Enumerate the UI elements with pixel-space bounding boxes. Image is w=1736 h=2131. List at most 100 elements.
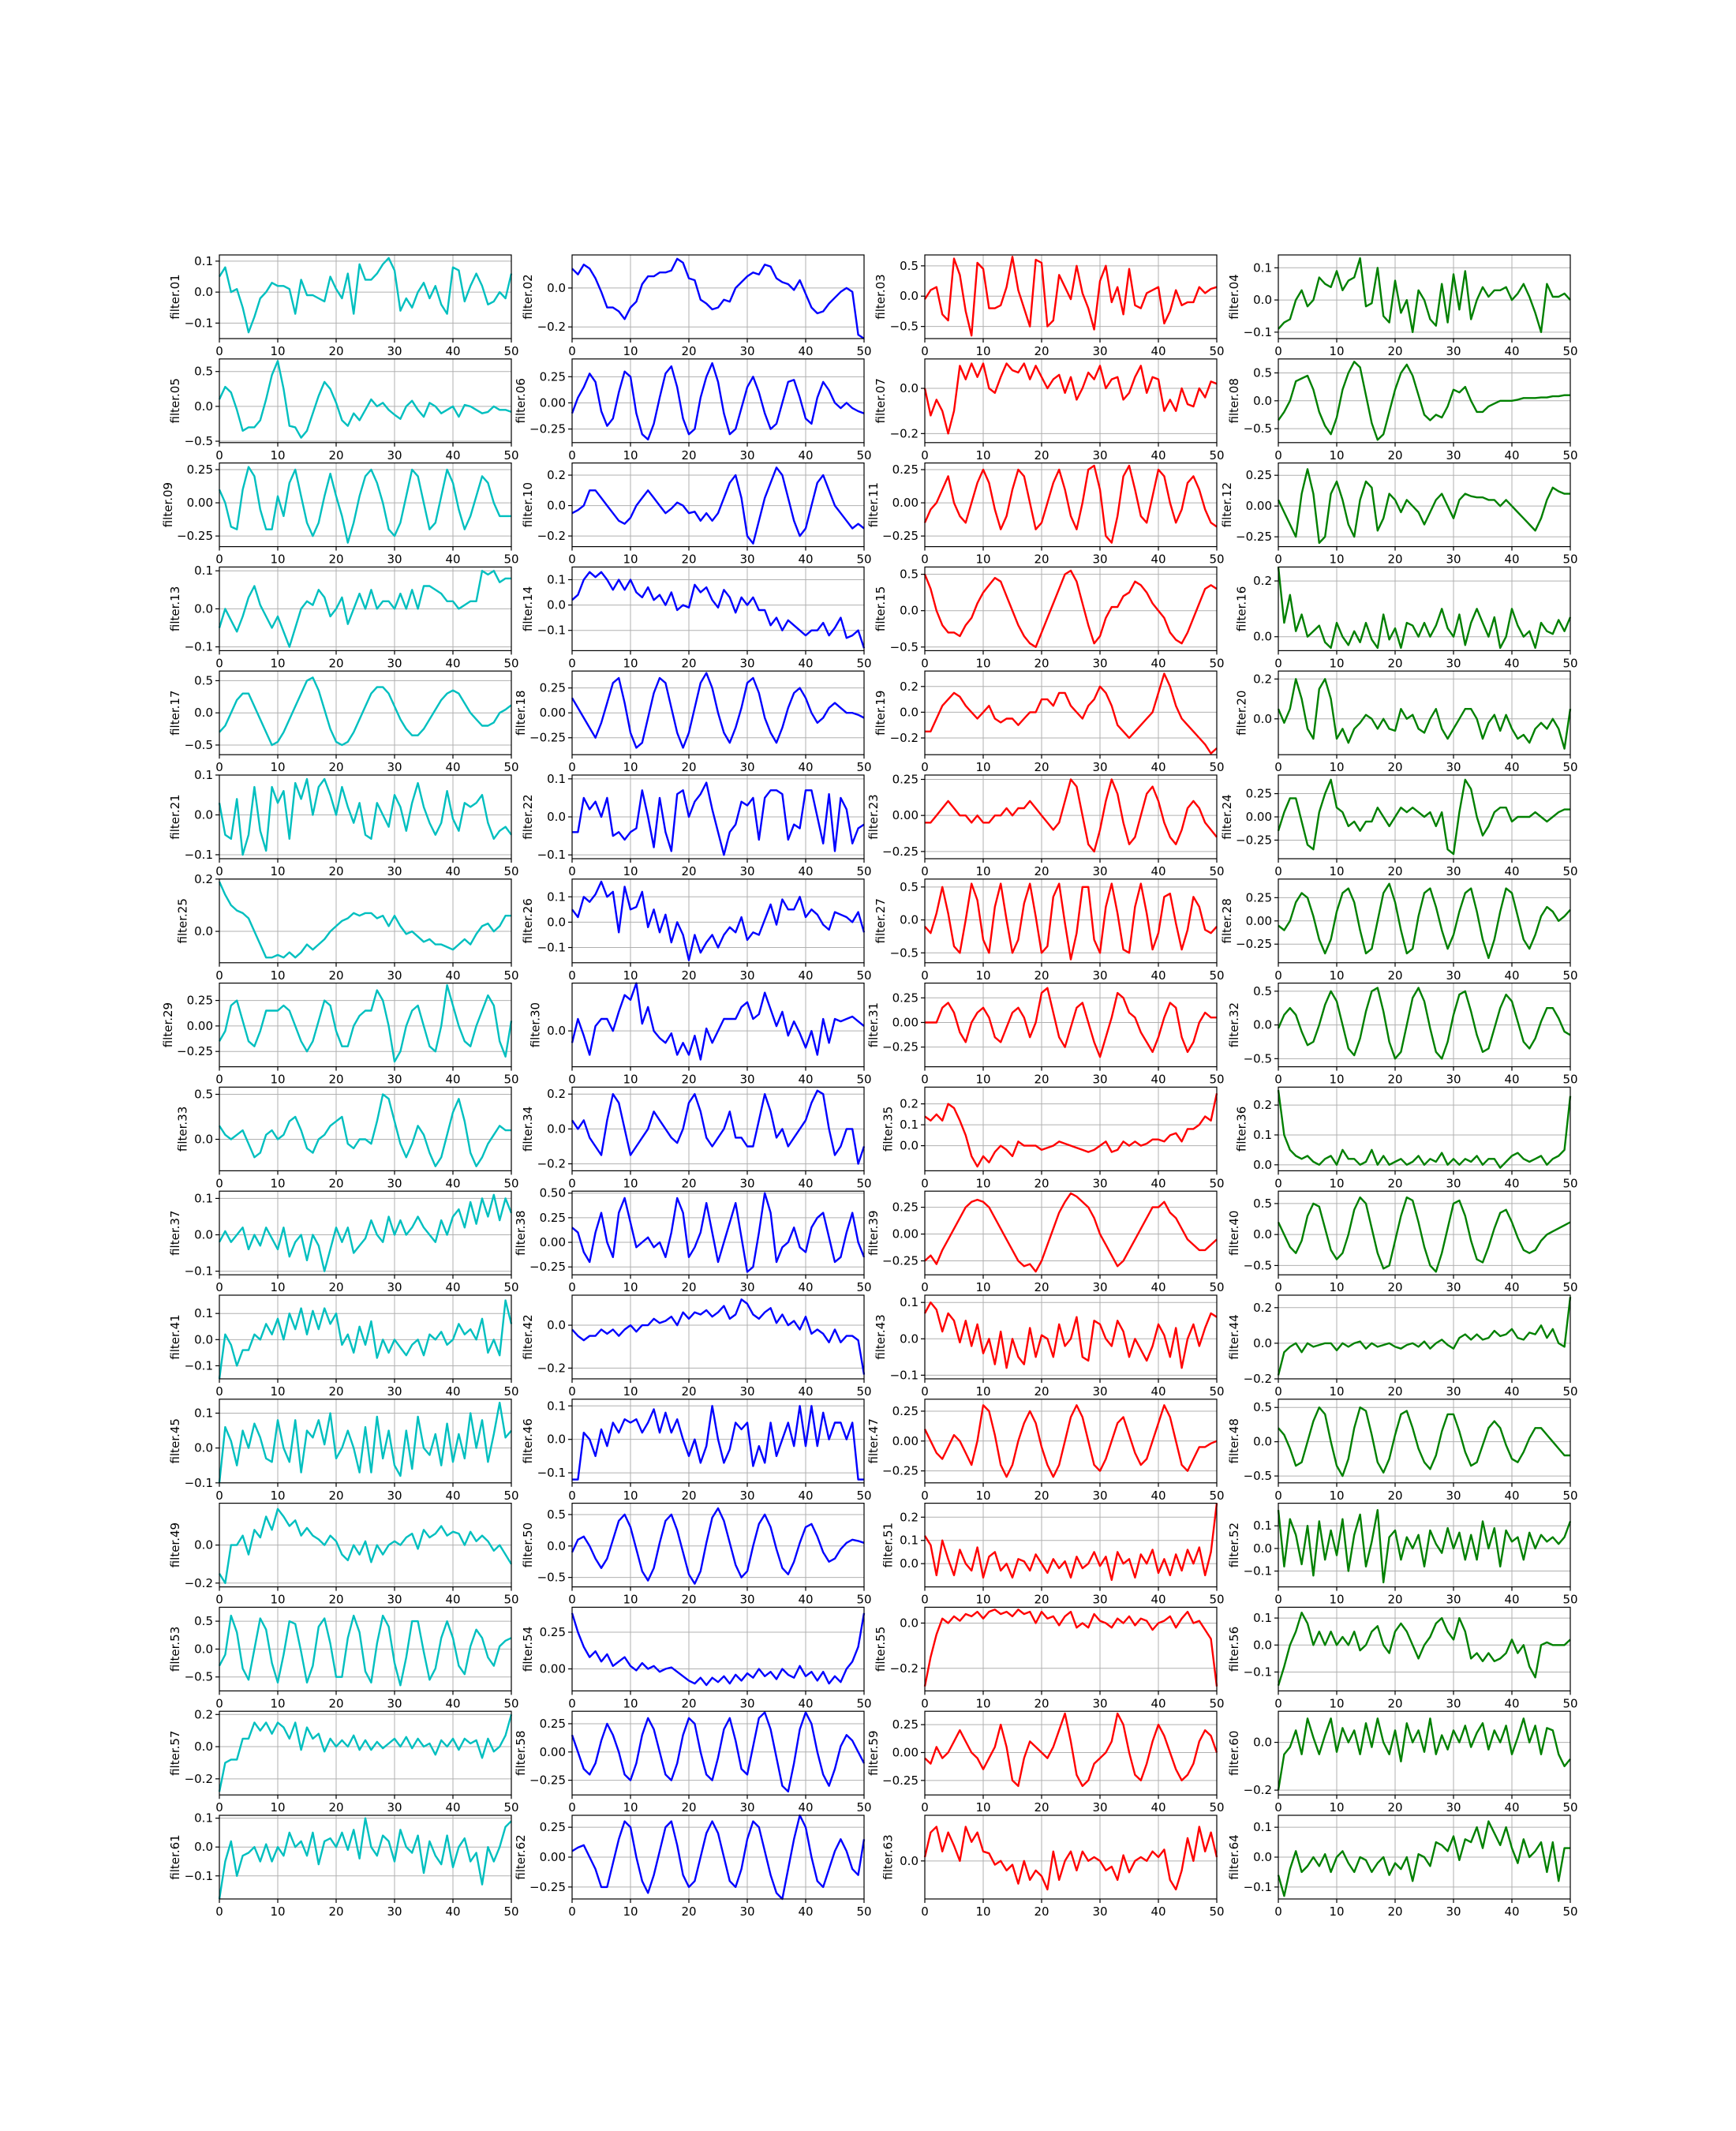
x-tick-label: 40 (1150, 1073, 1165, 1087)
x-tick-label: 0 (215, 1280, 223, 1294)
series-line (923, 1503, 1218, 1582)
x-tick-label: 30 (387, 656, 402, 670)
y-tick-label: −0.1 (185, 1869, 213, 1883)
x-tick-label: 20 (681, 1696, 696, 1710)
plot-frame (1278, 254, 1571, 339)
y-tick-label: 0.0 (1253, 1850, 1272, 1864)
x-tick-label: 0 (568, 1696, 576, 1710)
y-tick-label: 0.00 (1246, 914, 1272, 928)
x-tick-label: 40 (445, 1489, 460, 1503)
y-axis-label: filter.22 (521, 794, 535, 839)
x-tick-label: 0 (215, 656, 223, 670)
plot-frame (924, 462, 1218, 548)
x-tick-label: 40 (798, 1073, 813, 1087)
y-axis-label: filter.24 (1220, 794, 1234, 839)
x-tick-label: 40 (1150, 1593, 1165, 1607)
y-tick-label: −0.25 (177, 1044, 213, 1058)
x-tick-label: 50 (1562, 864, 1577, 878)
x-tick-label: 30 (739, 1073, 754, 1087)
y-tick-label: −0.25 (1236, 833, 1272, 847)
x-tick-label: 30 (1092, 864, 1107, 878)
x-tick-label: 30 (1092, 1800, 1107, 1815)
series-line (925, 672, 1218, 755)
y-tick-label: 0.0 (547, 499, 566, 513)
series-line (571, 257, 865, 340)
x-tick-label: 0 (921, 1384, 929, 1399)
y-tick-label: 0.0 (900, 1556, 919, 1571)
x-tick-label: 30 (1092, 1696, 1107, 1710)
x-tick-label: 0 (215, 1800, 223, 1815)
y-tick-label: −0.1 (185, 1476, 213, 1490)
series-line (218, 777, 512, 856)
y-tick-label: 0.5 (1253, 365, 1272, 380)
x-tick-label: 20 (1387, 1280, 1402, 1294)
y-tick-label: −0.5 (890, 640, 919, 654)
x-tick-label: 10 (270, 552, 285, 567)
y-tick-label: 0.00 (540, 395, 566, 410)
y-tick-label: 0.25 (892, 463, 919, 477)
x-tick-label: 0 (1274, 344, 1282, 358)
x-tick-label: 40 (798, 1696, 813, 1710)
y-tick-label: 0.2 (900, 680, 919, 694)
plot-frame (219, 462, 512, 548)
y-tick-label: 0.5 (194, 673, 213, 687)
y-tick-label: 0.00 (892, 808, 919, 822)
x-tick-label: 40 (1504, 1384, 1519, 1399)
x-tick-label: 20 (1387, 1489, 1402, 1503)
y-tick-label: 0.5 (1253, 984, 1272, 998)
y-tick-label: −0.25 (882, 1464, 919, 1478)
x-tick-label: 50 (1562, 760, 1577, 774)
y-tick-label: 0.1 (1253, 1128, 1272, 1142)
plot-frame (219, 1710, 512, 1796)
x-tick-label: 30 (1446, 1593, 1461, 1607)
x-tick-label: 30 (1092, 1489, 1107, 1503)
x-tick-label: 40 (798, 1489, 813, 1503)
y-tick-label: 0.25 (187, 463, 213, 477)
x-tick-label: 10 (975, 864, 990, 878)
series-line (923, 569, 1218, 648)
y-tick-label: 0.1 (194, 1406, 213, 1420)
subplot-36: 0 10 20 30 40 50 0.2 0.1 0.0 filter.36 (1234, 1086, 1578, 1190)
y-tick-label: 0.25 (1246, 468, 1272, 482)
y-tick-label: −0.25 (529, 422, 566, 436)
series-line (218, 983, 513, 1063)
x-tick-label: 40 (798, 968, 813, 983)
x-tick-label: 50 (1209, 1800, 1224, 1815)
x-tick-label: 30 (1446, 864, 1461, 878)
plot-frame (1278, 1190, 1571, 1275)
subplot-25: 0 10 20 30 40 50 0.2 0.0 filter.25 (175, 872, 518, 983)
x-tick-label: 50 (1209, 552, 1224, 567)
x-tick-label: 40 (445, 1904, 460, 1919)
y-tick-label: 0.5 (900, 259, 919, 273)
plot-frame (1278, 566, 1571, 652)
x-tick-label: 10 (1329, 968, 1344, 983)
x-tick-label: 10 (1329, 1489, 1344, 1503)
series-line (923, 1404, 1218, 1478)
y-tick-label: 0.0 (547, 598, 566, 612)
x-tick-label: 50 (503, 1280, 518, 1294)
y-tick-label: 0.0 (194, 1441, 213, 1455)
y-axis-label: filter.05 (168, 378, 182, 423)
x-tick-label: 50 (856, 1384, 871, 1399)
x-tick-label: 0 (568, 552, 576, 567)
y-axis-label: filter.15 (874, 586, 888, 631)
plot-frame (219, 878, 512, 964)
x-tick-label: 20 (1387, 1384, 1402, 1399)
y-tick-label: −0.25 (177, 529, 213, 543)
y-axis-label: filter.49 (168, 1522, 182, 1567)
x-tick-label: 30 (387, 1904, 402, 1919)
x-tick-label: 50 (856, 968, 871, 983)
y-tick-label: −0.2 (890, 1661, 919, 1676)
series-line (1277, 778, 1570, 856)
y-axis-label: filter.38 (514, 1211, 528, 1256)
y-axis-label: filter.34 (521, 1107, 535, 1152)
x-tick-label: 40 (798, 1904, 813, 1919)
x-tick-label: 0 (215, 864, 223, 878)
x-tick-label: 50 (856, 448, 871, 463)
